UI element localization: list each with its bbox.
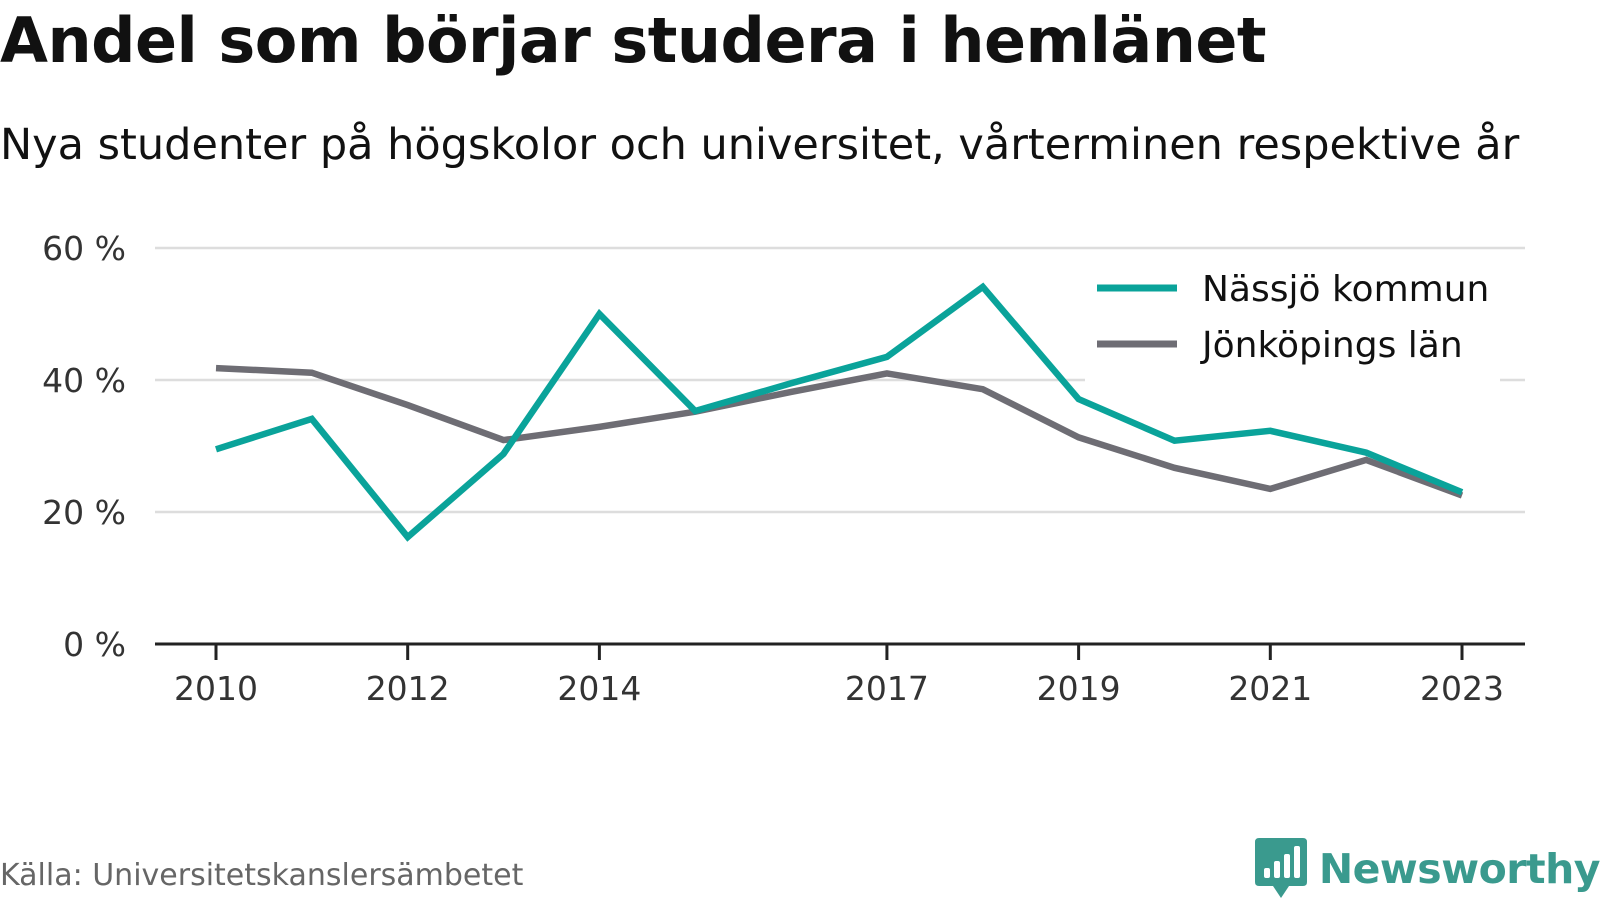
x-tick-label: 2014 xyxy=(557,669,641,708)
x-axis-ticks: 2010 2012 2014 2017 2019 2021 2023 xyxy=(174,644,1504,708)
line-chart: 0 % 20 % 40 % 60 % 2010 2012 2014 2017 2019 2021… xyxy=(42,229,1525,708)
x-tick-label: 2017 xyxy=(845,669,929,708)
legend-background xyxy=(1085,262,1500,382)
brand-logo: Newsworthy xyxy=(1254,838,1600,900)
legend: Nässjö kommun Jönköpings län xyxy=(1085,262,1500,382)
chart-title: Andel som börjar studera i hemlänet xyxy=(0,4,1267,77)
y-axis-ticks: 0 % 20 % 40 % 60 % xyxy=(42,229,126,664)
brand-name: Newsworthy xyxy=(1318,845,1600,893)
x-tick-label: 2019 xyxy=(1037,669,1121,708)
y-tick-label: 20 % xyxy=(42,493,126,532)
bar-chart-speech-bubble-icon xyxy=(1254,838,1307,898)
x-tick-label: 2021 xyxy=(1228,669,1312,708)
series-line-nassjo-kommun xyxy=(215,282,1464,542)
x-tick-label: 2012 xyxy=(366,669,450,708)
x-tick-label: 2023 xyxy=(1420,669,1504,708)
source-note: Källa: Universitetskanslersämbetet xyxy=(0,858,524,893)
chart-subtitle: Nya studenter på högskolor och universit… xyxy=(0,120,1520,170)
legend-label: Jönköpings län xyxy=(1200,325,1463,366)
y-tick-label: 40 % xyxy=(42,361,126,400)
legend-label: Nässjö kommun xyxy=(1202,269,1489,310)
y-tick-label: 60 % xyxy=(42,229,126,268)
y-tick-label: 0 % xyxy=(63,625,126,664)
series-line-jonkopings-lan xyxy=(215,364,1464,499)
x-tick-label: 2010 xyxy=(174,669,258,708)
series-lines xyxy=(215,282,1464,542)
